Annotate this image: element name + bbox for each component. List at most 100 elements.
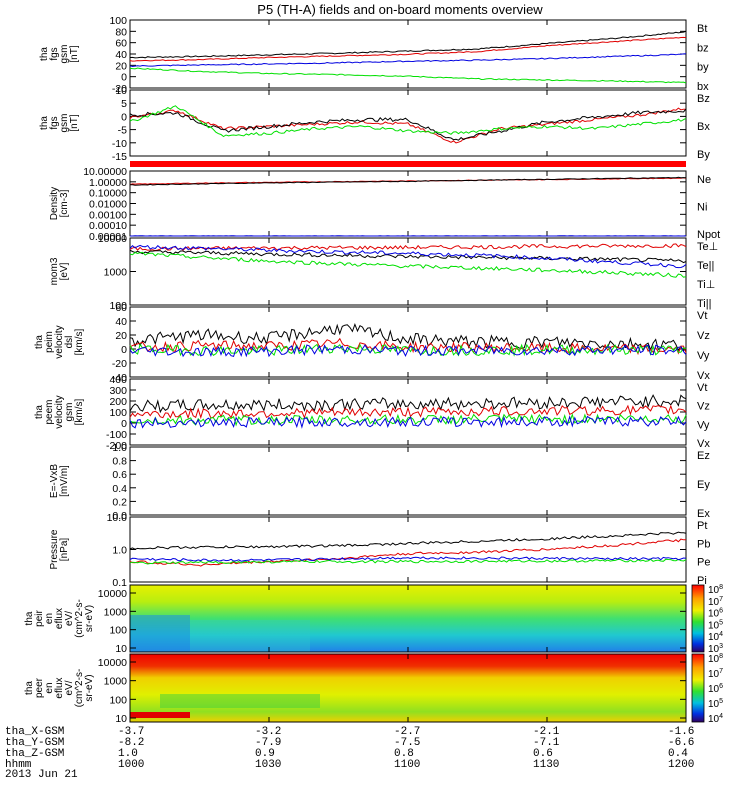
y-tick-label: 0.01000 [89,199,127,211]
legend-te: Te|| [697,260,714,272]
legend-ni: Ni [697,202,707,214]
legend-by: by [697,62,709,74]
y-tick-label: 10000 [98,588,127,600]
y-tick-label: 400 [109,374,127,386]
panel-4: 10000 1000 100 mom3 [eV] Te⊥ Te|| Ti⊥ Ti|| [49,233,718,312]
y-tick-label: 10 [115,85,127,97]
legend-vx: Vx [697,438,710,450]
time-axis-value: 1030 [255,759,281,771]
spectrogram-electrons [130,654,686,722]
y-tick-label: 0.1 [112,577,127,589]
low-energy-patch [130,615,190,652]
y-tick-label: 10 [115,713,127,725]
y-axis-label: tha [39,47,50,61]
legend-ez: Ez [697,450,710,462]
y-axis-label: eflux [54,608,65,629]
y-axis-label: (cm^2-s- [74,599,85,638]
y-tick-label: 1.0 [112,442,127,454]
y-tick-label: 60 [115,302,127,314]
time-axis-value: -2.7 [394,726,420,738]
panel-3: 10.000001.000000.100000.010000.001000.00… [49,166,720,243]
time-axis-row-label: hhmm [5,759,32,771]
legend-npot: Npot [697,229,720,241]
time-axis-value: 1130 [533,759,559,771]
series-line-ni [130,176,687,186]
y-tick-label: 10.00000 [83,166,127,178]
y-axis-label: peim [44,331,55,353]
panel-5: 60 40 20 0 -20 -40 tha peim velocity dsl [km/s] Vt V… [34,302,710,384]
y-axis-label: tha [34,335,45,349]
y-axis-label: peem [44,399,55,424]
y-axis-label: peer [34,677,45,698]
y-tick-label: 20 [115,330,127,342]
legend-vy: Vy [697,350,710,362]
series-line-bt [129,30,687,59]
y-tick-label: 40 [115,49,127,61]
low-energy-red-band [130,712,190,718]
y-axis-label: gsm [59,114,70,133]
colorbar-tick: 108 [708,653,723,665]
y-tick-label: 10000 [98,233,127,245]
series-line-te [129,243,687,252]
y-axis-label: velocity [54,325,65,358]
colorbar-tick: 105 [708,698,723,710]
legend-bz: bz [697,42,709,54]
time-axis-value: 1100 [394,759,420,771]
time-axis-row-label: tha_X-GSM [5,726,64,738]
legend-vt: Vt [697,382,707,394]
colorbar-tick: 106 [708,608,723,620]
y-axis-label: tha [24,681,35,695]
y-tick-label: 300 [109,385,127,397]
y-tick-label: 1000 [104,676,128,688]
legend-pe: Pe [697,557,710,569]
y-axis-label: fgs [49,116,60,129]
y-tick-label: 0.0 [112,510,127,522]
y-tick-label: 100 [109,694,127,706]
y-tick-label: 10000 [98,657,127,669]
y-axis-label: tha [34,405,45,419]
time-axis-row-label: tha_Y-GSM [5,737,64,749]
y-tick-label: -100 [106,429,127,441]
y-tick-label: 10.0 [107,512,128,524]
y-tick-label: 80 [115,26,127,38]
legend-vx: Vx [697,370,710,382]
spectrogram-ions [130,585,686,652]
time-axis-value: 0.9 [255,748,275,760]
legend-ey: Ey [697,479,710,491]
colorbar [691,653,705,723]
y-axis-label: Pressure [49,529,60,569]
y-axis-label: tha [24,611,35,625]
separator-banner [130,161,686,167]
time-axis-value: 1.0 [118,748,138,760]
time-axis-value: 0.8 [394,748,414,760]
y-tick-label: 0.00010 [89,220,127,232]
legend-ne: Ne [697,174,711,186]
series-line-vt [129,394,687,414]
y-axis-label: [mV/m] [59,465,70,497]
date-label: 2013 Jun 21 [5,769,78,781]
y-tick-label: 1.00000 [89,177,127,189]
time-axis-value: -3.7 [118,726,144,738]
time-axis-value: 1200 [668,759,694,771]
series-line-vt [129,322,687,352]
legend-bz: Bz [697,93,710,105]
time-axis-value: -2.1 [533,726,560,738]
y-tick-label: 40 [115,316,127,328]
y-tick-label: 100 [109,625,127,637]
colorbar [691,584,705,653]
y-tick-label: 100 [109,300,127,312]
y-axis-label: velocity [54,395,65,428]
panel-frame [129,446,687,516]
colorbar-tick: 104 [708,713,723,725]
y-tick-label: 0 [121,72,127,84]
colorbar-tick: 104 [708,631,723,643]
y-tick-label: 0 [121,344,127,356]
series-line-bz [129,107,686,144]
panel-frame [129,378,687,446]
series-line-pe [129,558,687,565]
y-axis-label: Density [49,187,60,220]
y-tick-label: 0.10000 [89,188,127,200]
series-line-vx [129,415,687,429]
